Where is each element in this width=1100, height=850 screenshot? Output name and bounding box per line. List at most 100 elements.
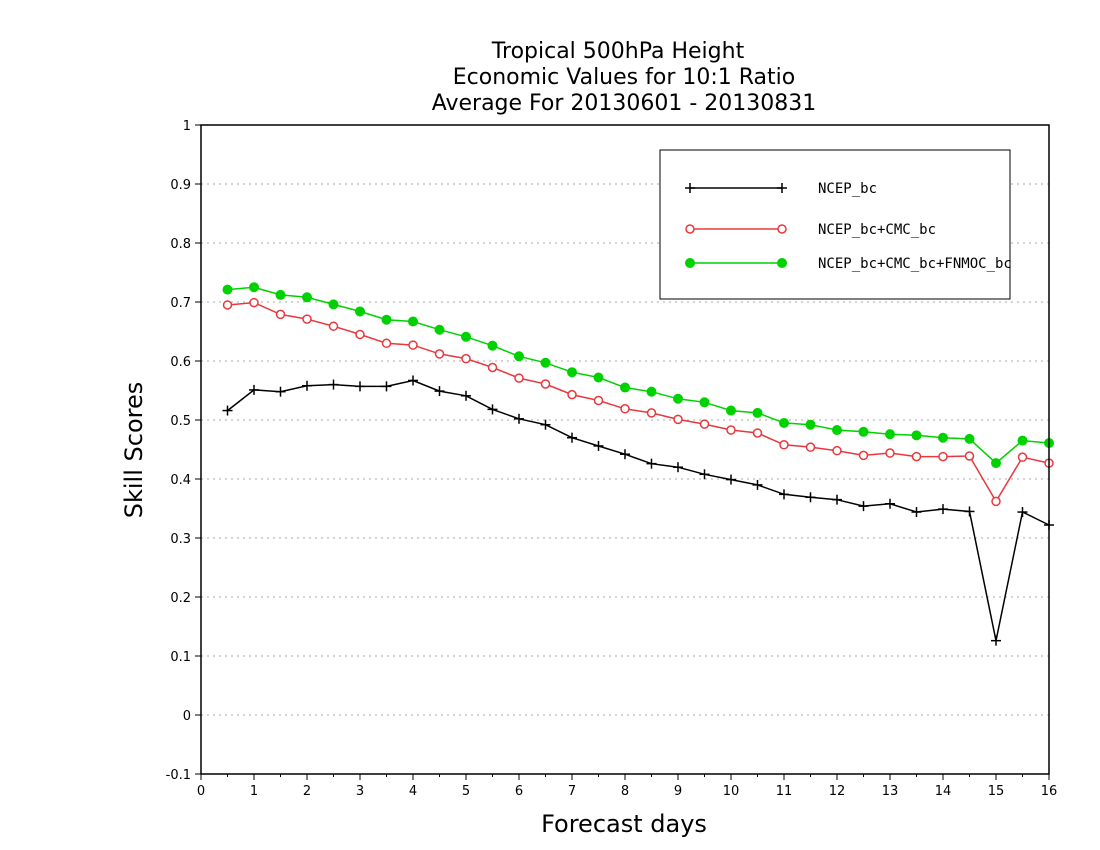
y-tick-label: -0.1 [166, 768, 191, 783]
series-layer [222, 282, 1054, 646]
series-1 [222, 375, 1054, 646]
legend-marker [685, 258, 695, 268]
data-point [938, 451, 948, 462]
series-3 [222, 282, 1054, 469]
data-point [328, 321, 339, 331]
data-point [805, 492, 816, 503]
data-point [328, 379, 339, 390]
data-point [832, 494, 842, 505]
data-point [938, 504, 948, 515]
y-tick-label: 0.1 [170, 650, 191, 665]
legend-marker [777, 183, 787, 193]
plot-frame [200, 124, 1050, 775]
data-point [938, 432, 948, 443]
legend-label: NCEP_bc [818, 181, 877, 197]
x-tick-label: 10 [723, 784, 740, 799]
data-point [567, 367, 577, 378]
data-point [699, 419, 710, 429]
legend-item: NCEP_bc [685, 181, 877, 197]
data-point [461, 353, 471, 364]
data-point [779, 440, 789, 450]
x-tick-label: 6 [515, 784, 523, 799]
y-tick-label: 0.6 [170, 355, 191, 370]
legend-marker [685, 224, 695, 234]
legend-item: NCEP_bc+CMC_bc+FNMOC_bc [685, 256, 1012, 272]
x-tick-label: 15 [988, 784, 1005, 799]
data-point [911, 451, 922, 462]
legend-item: NCEP_bc+CMC_bc [685, 222, 936, 238]
data-point [646, 458, 657, 469]
data-point [249, 297, 259, 308]
data-point [726, 425, 736, 435]
legend: NCEP_bc NCEP_bc+CMC_bc NCEP_bc+CMC_bc+FNMO… [659, 149, 1012, 300]
data-point [275, 309, 286, 320]
x-tick-label: 5 [462, 784, 470, 799]
data-point [408, 375, 418, 386]
data-point [673, 414, 683, 425]
data-point [752, 407, 763, 418]
data-point [434, 386, 445, 397]
data-point [752, 428, 763, 438]
x-tick-label: 1 [250, 784, 258, 799]
data-point [779, 489, 789, 500]
series-2 [222, 297, 1054, 507]
data-point [222, 405, 233, 416]
data-point [514, 351, 524, 362]
legend-box [659, 149, 1011, 300]
data-point [885, 448, 895, 458]
legend-label: NCEP_bc+CMC_bc [818, 222, 936, 238]
data-point [487, 362, 498, 373]
y-axis-ticks: -0.1 0 0.1 0.2 0.3 0.4 0.5 0.6 0.7 0.8 0.9 1 [166, 119, 201, 783]
data-point [620, 404, 630, 414]
data-point [832, 425, 842, 436]
y-tick-label: 0.3 [170, 532, 191, 547]
y-tick-label: 0.5 [170, 414, 191, 429]
y-tick-label: 1 [183, 119, 191, 134]
y-tick-label: 0.4 [170, 473, 191, 488]
x-axis-ticks: 0 1 2 3 4 5 6 7 8 9 10 11 12 13 14 15 16 [197, 774, 1057, 799]
data-point [275, 386, 286, 397]
y-axis-title: Skill Scores [120, 382, 148, 519]
data-point [858, 501, 869, 512]
x-tick-label: 2 [303, 784, 311, 799]
data-point [302, 314, 312, 324]
data-point [752, 479, 763, 490]
data-point [355, 329, 365, 340]
legend-marker [777, 224, 787, 234]
y-tick-label: 0.7 [170, 296, 191, 311]
data-point [885, 498, 895, 509]
data-point [991, 458, 1001, 469]
series-line [227, 379, 1050, 641]
y-tick-label: 0.9 [170, 178, 191, 193]
data-point [726, 474, 736, 485]
x-tick-label: 8 [621, 784, 629, 799]
chart-title-line-3: Average For 20130601 - 20130831 [432, 91, 817, 116]
y-tick-label: 0.2 [170, 591, 191, 606]
chart-title-line-2: Economic Values for 10:1 Ratio [453, 65, 795, 90]
data-point [540, 419, 551, 430]
data-point [593, 372, 604, 383]
series-line [227, 286, 1050, 465]
y-tick-label: 0 [183, 709, 191, 724]
data-point [832, 445, 842, 456]
data-point [434, 349, 445, 359]
x-tick-label: 16 [1041, 784, 1058, 799]
x-tick-label: 0 [197, 784, 205, 799]
data-point [381, 381, 392, 392]
data-point [964, 451, 975, 461]
data-point [514, 413, 524, 424]
data-point [1017, 507, 1028, 518]
data-point [381, 338, 392, 349]
data-point [646, 408, 657, 418]
data-point [487, 404, 498, 415]
legend-marker [685, 183, 695, 193]
x-tick-label: 7 [568, 784, 576, 799]
data-point [567, 432, 577, 443]
legend-label: NCEP_bc+CMC_bc+FNMOC_bc [818, 256, 1012, 272]
legend-marker [777, 258, 787, 268]
data-point [381, 314, 392, 325]
chart-title: Tropical 500hPa Height Economic Values f… [432, 39, 817, 116]
data-point [355, 381, 365, 392]
data-point [328, 299, 339, 310]
